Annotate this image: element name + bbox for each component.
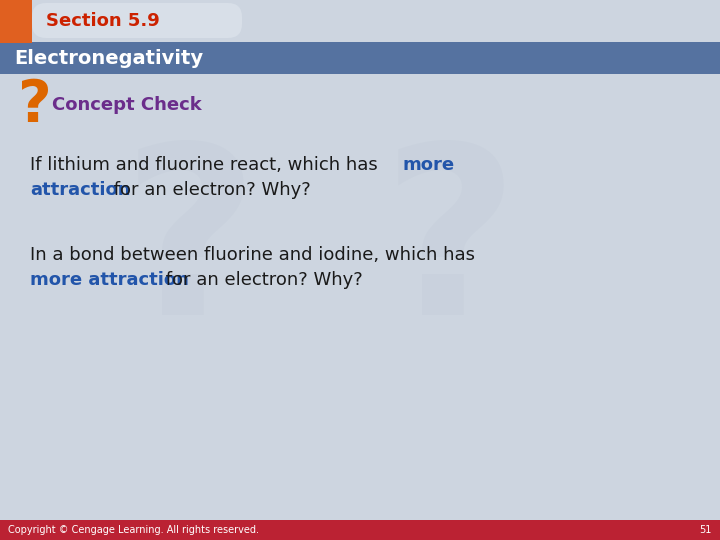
Text: more: more	[403, 156, 455, 174]
Text: Concept Check: Concept Check	[52, 96, 202, 114]
Bar	[0, 520, 720, 540]
Text: more attraction: more attraction	[30, 271, 189, 289]
Text: In a bond between fluorine and iodine, which has: In a bond between fluorine and iodine, w…	[30, 246, 475, 264]
Text: for an electron? Why?: for an electron? Why?	[108, 181, 311, 199]
Text: ?: ?	[382, 136, 518, 364]
Bar	[0, 0, 32, 43]
FancyBboxPatch shape	[32, 3, 242, 38]
Text: Electronegativity: Electronegativity	[14, 49, 203, 68]
Text: Section 5.9: Section 5.9	[46, 12, 160, 30]
Bar	[0, 42, 720, 74]
Text: If lithium and fluorine react, which has: If lithium and fluorine react, which has	[30, 156, 384, 174]
Text: 51: 51	[700, 525, 712, 535]
Text: ?: ?	[18, 77, 52, 133]
Text: attraction: attraction	[30, 181, 130, 199]
Text: ?: ?	[122, 136, 258, 364]
Text: Copyright © Cengage Learning. All rights reserved.: Copyright © Cengage Learning. All rights…	[8, 525, 259, 535]
Text: for an electron? Why?: for an electron? Why?	[160, 271, 363, 289]
